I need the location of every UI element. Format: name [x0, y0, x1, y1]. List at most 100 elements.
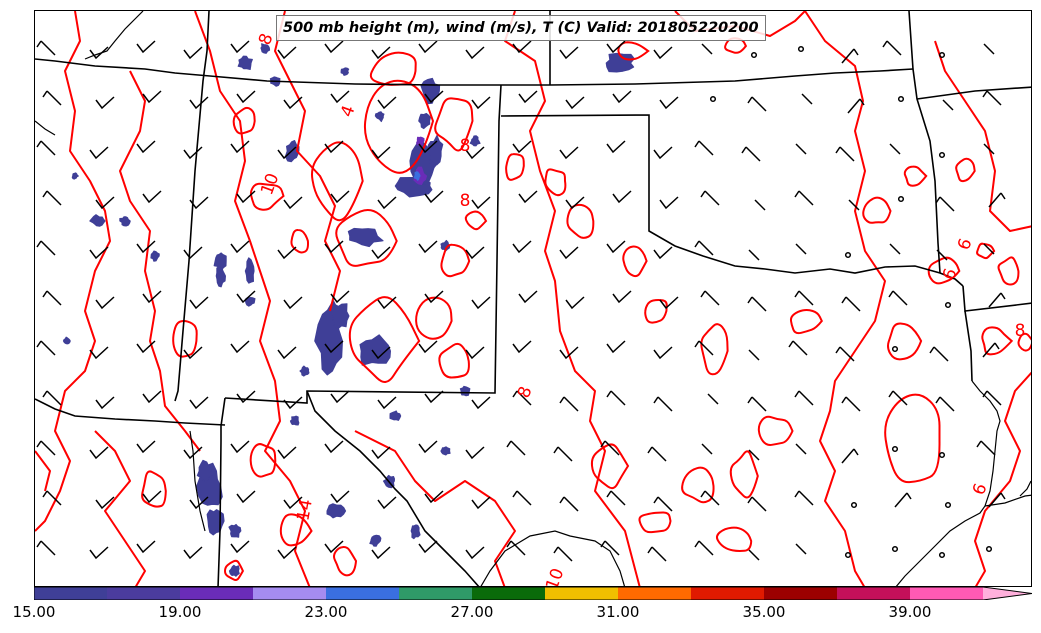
- wind-barb: [553, 446, 573, 462]
- colorbar-segment: [253, 587, 327, 600]
- wind-barb: [236, 190, 256, 204]
- wind-speed-patch: [119, 216, 131, 227]
- wind-barb: [183, 46, 203, 60]
- wind-speed-patch: [213, 252, 227, 272]
- temperature-contour: [504, 11, 641, 586]
- contour-label: 4: [337, 103, 359, 120]
- temperature-contour: [363, 79, 435, 174]
- wind-speed-patch: [416, 136, 425, 146]
- wind-speed-patch: [244, 297, 256, 307]
- wind-barb: [794, 390, 814, 406]
- wind-barb: [89, 546, 109, 560]
- wind-barb: [606, 40, 626, 54]
- wind-barb: [330, 490, 350, 504]
- wind-barb: [891, 545, 899, 553]
- contour-label: 10: [542, 566, 568, 587]
- wind-barb: [136, 540, 156, 554]
- temperature-contour: [415, 296, 453, 340]
- wind-barb: [982, 90, 1002, 106]
- temperature-contour: [804, 11, 886, 586]
- coastline-segment: [189, 430, 206, 532]
- calm-wind-marker: [944, 301, 952, 309]
- wind-barbs: [36, 40, 1006, 562]
- wind-barb: [371, 446, 391, 460]
- wind-barb: [36, 140, 56, 156]
- wind-barb: [647, 546, 667, 562]
- wind-barb: [888, 290, 908, 306]
- temperature-contour: [903, 165, 928, 187]
- wind-barb: [694, 140, 714, 156]
- wind-barb: [189, 196, 209, 210]
- wind-barb: [189, 96, 209, 110]
- colorbar: [34, 587, 1032, 600]
- wind-barb: [418, 340, 438, 354]
- wind-barb: [36, 440, 56, 456]
- state-border: [500, 114, 964, 287]
- contour-label: 8: [460, 191, 471, 211]
- temperature-contour: [279, 513, 313, 547]
- wind-barb: [512, 240, 532, 254]
- colorbar-segment: [691, 587, 765, 600]
- wind-barb: [95, 296, 115, 310]
- wind-barb: [418, 540, 438, 554]
- wind-barb: [888, 390, 908, 406]
- wind-barb: [512, 140, 532, 154]
- temperature-contour: [119, 70, 201, 452]
- wind-barb: [324, 440, 344, 454]
- wind-barb: [189, 296, 209, 310]
- contour-label: 8: [1015, 321, 1026, 341]
- wind-speed-patch: [440, 446, 451, 456]
- wind-barb: [741, 146, 761, 162]
- wind-barb: [236, 290, 256, 304]
- wind-barb: [324, 340, 344, 354]
- temperature-contour: [757, 415, 794, 446]
- wind-barb: [512, 40, 532, 54]
- wind-barb: [377, 196, 397, 210]
- state-border: [224, 84, 502, 404]
- wind-barb: [471, 396, 491, 410]
- coastline-segment: [480, 530, 626, 586]
- calm-wind-marker: [938, 151, 946, 159]
- temperature-contour: [997, 256, 1020, 286]
- wind-barb: [512, 390, 532, 406]
- state-border: [174, 11, 210, 402]
- temperature-contour: [274, 11, 341, 312]
- wind-barb: [89, 346, 109, 360]
- wind-barb: [794, 490, 814, 506]
- wind-speed-patch: [62, 336, 71, 345]
- contour-label: 8: [460, 136, 471, 156]
- state-border: [964, 310, 973, 382]
- temperature-contour: [981, 326, 1014, 356]
- colorbar-segment: [326, 587, 400, 600]
- wind-speed-shading: [62, 43, 635, 577]
- wind-barb: [506, 540, 526, 556]
- wind-barb: [142, 190, 162, 204]
- wind-barb: [788, 340, 808, 356]
- wind-barb: [794, 190, 814, 206]
- state-border: [217, 397, 226, 586]
- colorbar-segment: [180, 587, 254, 600]
- wind-barb: [330, 390, 350, 404]
- wind-barb: [236, 90, 256, 104]
- calm-wind-marker: [985, 545, 993, 553]
- wind-barb: [42, 90, 62, 106]
- wind-barb: [700, 490, 720, 506]
- calm-wind-marker: [850, 501, 858, 509]
- wind-barb: [324, 240, 344, 254]
- wind-barb: [929, 346, 949, 362]
- calm-wind-marker: [844, 551, 852, 559]
- wind-barb: [506, 440, 526, 456]
- temperature-contour: [505, 153, 525, 181]
- wind-speed-patch: [413, 171, 421, 181]
- temperature-contour: [35, 11, 111, 532]
- wind-barb: [606, 490, 626, 506]
- wind-barb: [512, 490, 532, 506]
- colorbar-tick-label: 35.00: [742, 603, 786, 621]
- wind-barb: [612, 190, 632, 204]
- wind-barb: [841, 48, 859, 64]
- coastline: [35, 11, 1031, 586]
- wind-barb: [42, 290, 62, 306]
- map-panel: 4 8 10 8 8 8 14 10 6 6 6 8: [34, 10, 1032, 587]
- wind-barb: [471, 296, 491, 310]
- wind-barb: [136, 40, 156, 54]
